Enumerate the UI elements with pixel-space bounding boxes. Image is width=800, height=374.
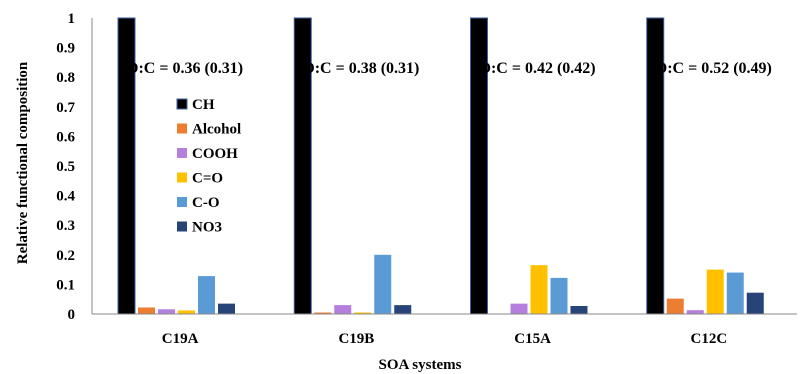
bar-alcohol-c12c	[666, 298, 684, 314]
x-axis-title: SOA systems	[379, 357, 462, 373]
y-tick-label: 1	[68, 11, 76, 27]
bar-cooh-c19b	[334, 305, 352, 314]
legend-label: NO3	[192, 220, 222, 236]
legend-label: C=O	[192, 171, 223, 187]
bar-c-o-c19b	[354, 312, 372, 314]
legend-label: Alcohol	[192, 122, 241, 138]
y-tick-label: 0.9	[56, 41, 75, 57]
bar-c-o-c15a	[550, 277, 568, 314]
bar-c-o-c15a	[530, 265, 548, 314]
legend-swatch	[177, 123, 187, 134]
bar-c-o-c19a	[178, 310, 195, 314]
bar-cooh-c12c	[686, 310, 704, 314]
category-label: C12C	[691, 331, 728, 347]
legend-swatch	[177, 197, 187, 207]
legend-label: C-O	[192, 195, 220, 211]
bar-alcohol-c19b	[314, 312, 332, 314]
bar-no3-c12c	[746, 292, 764, 314]
y-tick-label: 0.3	[56, 218, 75, 234]
oc-annotation: O:C = 0.38 (0.31)	[302, 60, 419, 77]
y-tick-labels: 0 0.1 0.2 0.3 0.4 0.5 0.6 0.7 0.8 0.9 1	[56, 11, 75, 323]
category-label: C15A	[514, 331, 551, 347]
y-tick-label: 0.8	[56, 70, 75, 86]
y-tick-label: 0.5	[56, 159, 75, 175]
bar-no3-c19b	[394, 305, 412, 314]
bar-c-o-c19a	[198, 276, 215, 314]
bar-alcohol-c19a	[138, 307, 155, 314]
oc-annotations: O:C = 0.36 (0.31) O:C = 0.38 (0.31) O:C = …	[126, 60, 772, 77]
bar-cooh-c15a	[510, 303, 528, 314]
bars-layer	[117, 17, 764, 315]
category-labels: C19A C19B C15A C12C	[162, 331, 727, 347]
bar-c-o-c19b	[374, 254, 392, 314]
legend-label: COOH	[192, 146, 238, 162]
y-tick-label: 0.6	[56, 129, 75, 145]
bar-no3-c19a	[218, 303, 235, 314]
legend-swatch	[177, 221, 187, 232]
bar-no3-c15a	[570, 306, 588, 314]
y-tick-label: 0.1	[56, 277, 75, 293]
oc-annotation: O:C = 0.42 (0.42)	[479, 60, 596, 77]
y-tick-label: 0	[68, 307, 76, 323]
legend-swatch	[176, 98, 188, 110]
category-label: C19A	[162, 331, 199, 347]
bar-c-o-c12c	[706, 269, 724, 314]
category-label: C19B	[338, 331, 374, 347]
y-axis-title: Relative functional composition	[15, 61, 31, 264]
axis-layer	[91, 18, 797, 315]
legend: CH Alcohol COOH C=O C-O NO3	[176, 97, 241, 236]
bar-c-o-c12c	[726, 272, 744, 314]
oc-annotation: O:C = 0.36 (0.31)	[126, 60, 243, 77]
y-tick-label: 0.4	[56, 189, 75, 205]
legend-label: CH	[192, 97, 215, 113]
bar-cooh-c19a	[158, 309, 175, 314]
y-tick-label: 0.2	[56, 248, 75, 264]
oc-annotation: O:C = 0.52 (0.49)	[655, 60, 772, 77]
legend-swatch	[177, 172, 187, 183]
legend-swatch	[177, 148, 187, 158]
y-tick-label: 0.7	[56, 100, 75, 116]
